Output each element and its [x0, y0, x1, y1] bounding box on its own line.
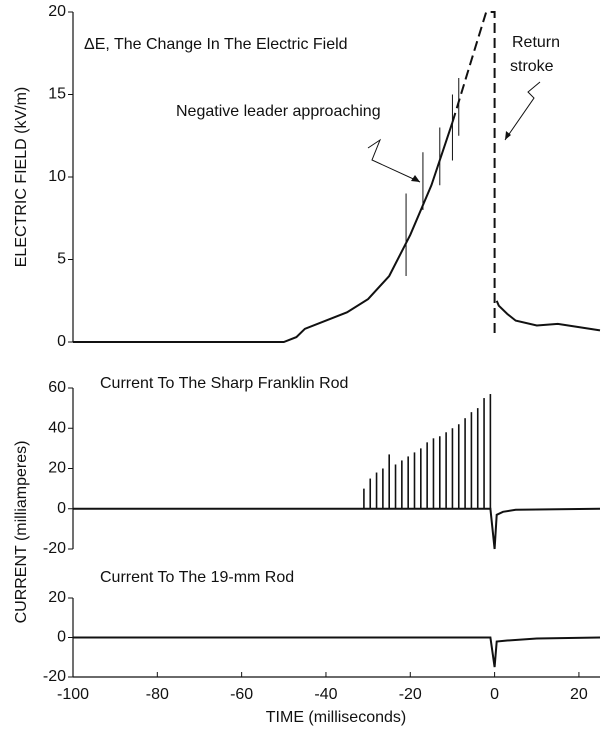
- y-tick-label: 20: [48, 460, 66, 477]
- stroke-arrowhead: [505, 131, 511, 140]
- x-tick-label: 0: [490, 686, 499, 703]
- y-tick-label: 40: [48, 419, 66, 436]
- y-tick-label: 60: [48, 379, 66, 396]
- y-tick-label: 0: [57, 500, 66, 517]
- x-tick-label: -40: [314, 686, 337, 703]
- y-tick-label: -20: [43, 668, 66, 685]
- y-tick-label: 0: [57, 629, 66, 646]
- annotation: Current To The Sharp Franklin Rod: [100, 375, 348, 392]
- y-axis-label: CURRENT (milliamperes): [13, 441, 30, 624]
- leader-arrow: [367, 138, 421, 183]
- x-tick-label: -60: [230, 686, 253, 703]
- y-axis-label: ELECTRIC FIELD (kV/m): [13, 87, 30, 267]
- data-line: [73, 122, 454, 343]
- x-tick-label: 20: [570, 686, 588, 703]
- y-tick-label: 20: [48, 3, 66, 20]
- annotation: stroke: [510, 58, 554, 75]
- data-line: [73, 636, 601, 668]
- annotation: Current To The 19-mm Rod: [100, 569, 294, 586]
- y-tick-label: 15: [48, 86, 66, 103]
- y-tick-label: -20: [43, 540, 66, 557]
- annotation: ΔE, The Change In The Electric Field: [84, 36, 348, 53]
- data-line: [495, 300, 601, 332]
- x-tick-label: -100: [57, 686, 89, 703]
- leader-arrowhead: [411, 175, 420, 182]
- y-tick-label: 5: [57, 251, 66, 268]
- x-axis-label: TIME (milliseconds): [266, 709, 406, 726]
- x-tick-label: -20: [399, 686, 422, 703]
- x-tick-label: -80: [146, 686, 169, 703]
- annotation: Return: [512, 34, 560, 51]
- data-line: [73, 507, 601, 550]
- y-tick-label: 20: [48, 589, 66, 606]
- y-tick-label: 0: [57, 333, 66, 350]
- stroke-arrow: [504, 81, 541, 141]
- annotation: Negative leader approaching: [176, 103, 381, 120]
- data-line: [451, 11, 496, 334]
- y-tick-label: 10: [48, 168, 66, 185]
